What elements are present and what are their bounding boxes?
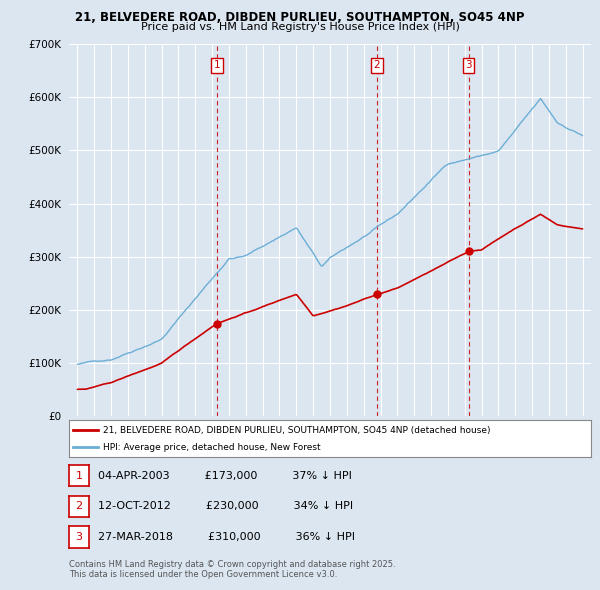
Text: 1: 1	[214, 61, 220, 70]
Text: Contains HM Land Registry data © Crown copyright and database right 2025.
This d: Contains HM Land Registry data © Crown c…	[69, 560, 395, 579]
Text: HPI: Average price, detached house, New Forest: HPI: Average price, detached house, New …	[103, 442, 320, 452]
Text: 2: 2	[373, 61, 380, 70]
Text: 2: 2	[76, 502, 82, 511]
Text: Price paid vs. HM Land Registry's House Price Index (HPI): Price paid vs. HM Land Registry's House …	[140, 22, 460, 32]
Text: 04-APR-2003          £173,000          37% ↓ HPI: 04-APR-2003 £173,000 37% ↓ HPI	[98, 471, 352, 480]
Text: 3: 3	[76, 532, 82, 542]
Text: 21, BELVEDERE ROAD, DIBDEN PURLIEU, SOUTHAMPTON, SO45 4NP: 21, BELVEDERE ROAD, DIBDEN PURLIEU, SOUT…	[75, 11, 525, 24]
Text: 21, BELVEDERE ROAD, DIBDEN PURLIEU, SOUTHAMPTON, SO45 4NP (detached house): 21, BELVEDERE ROAD, DIBDEN PURLIEU, SOUT…	[103, 425, 490, 435]
Text: 12-OCT-2012          £230,000          34% ↓ HPI: 12-OCT-2012 £230,000 34% ↓ HPI	[98, 502, 353, 511]
Text: 27-MAR-2018          £310,000          36% ↓ HPI: 27-MAR-2018 £310,000 36% ↓ HPI	[98, 532, 355, 542]
Text: 3: 3	[465, 61, 472, 70]
Text: 1: 1	[76, 471, 82, 480]
